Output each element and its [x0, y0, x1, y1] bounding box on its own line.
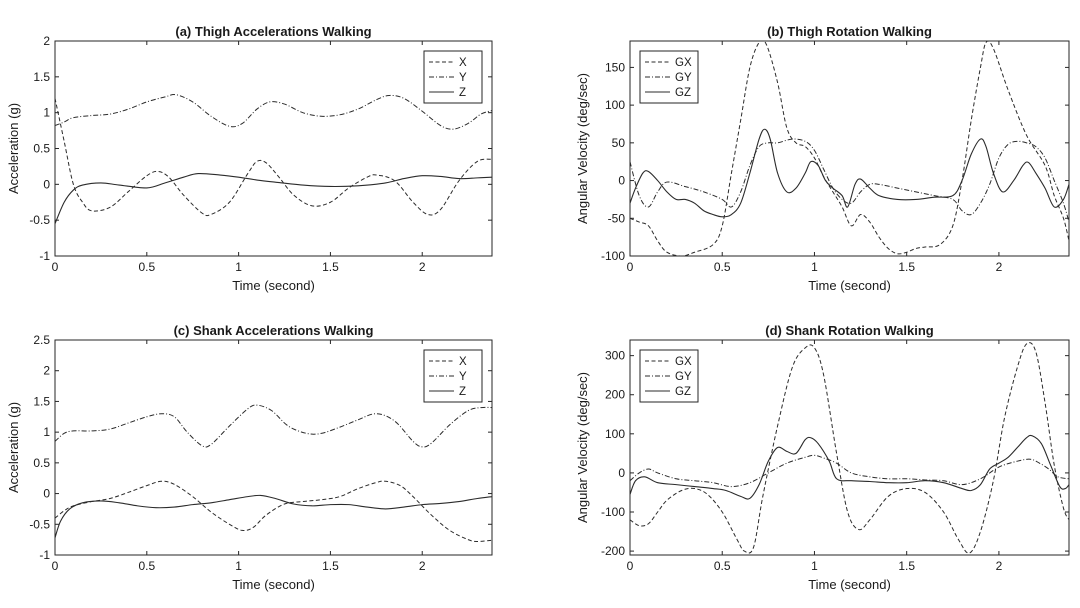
chart-panel-d: (d) Shank Rotation Walking 0 0.5 1 1.5 2 -200 -…: [575, 323, 1070, 592]
y-tick-label: -200: [601, 544, 625, 558]
series-line-z: [55, 494, 492, 538]
y-tick-label: 2.5: [33, 333, 50, 347]
x-tick-label: 0: [627, 260, 634, 274]
x-tick-label: 2: [419, 260, 426, 274]
series-line-gx: [630, 342, 1069, 554]
legend-label-gy: GY: [675, 371, 692, 383]
y-axis-label: Acceleration (g): [6, 103, 21, 194]
x-tick-label: 1: [811, 260, 818, 274]
x-tick-label: 1: [235, 260, 242, 274]
series-line-gy: [630, 138, 1069, 223]
series-line-z: [55, 172, 492, 224]
y-tick-label: 50: [612, 136, 626, 150]
x-tick-label: 0: [627, 559, 634, 573]
series-lines: [630, 342, 1069, 554]
chart-panel-b: (b) Thigh Rotation Walking 0 0.5 1 1.5 2 -100 -…: [575, 24, 1070, 293]
series-line-gz: [630, 128, 1069, 218]
y-tick-label: 2: [43, 364, 50, 378]
y-tick-label: 1.5: [33, 394, 50, 408]
y-tick-label: -0.5: [29, 517, 50, 531]
y-axis-label: Angular Velocity (deg/sec): [575, 73, 590, 224]
legend-label-gz: GZ: [675, 87, 691, 99]
plot-area-frame: [629, 339, 1070, 556]
x-axis-label: Time (second): [808, 278, 891, 293]
x-axis-label: Time (second): [232, 278, 315, 293]
chart-title: (b) Thigh Rotation Walking: [767, 24, 932, 39]
legend-label-x: X: [459, 57, 467, 69]
series-line-x: [55, 480, 492, 542]
series-line-y: [55, 404, 492, 448]
x-tick-label: 0.5: [138, 559, 155, 573]
y-tick-label: 300: [605, 349, 625, 363]
x-tick-label: 1: [235, 559, 242, 573]
y-tick-label: 1: [43, 425, 50, 439]
x-tick-label: 1.5: [898, 260, 915, 274]
y-tick-label: 0: [618, 174, 625, 188]
chart-panel-c: (c) Shank Accelerations Walking 0 0.5 1 1.5 2…: [6, 323, 493, 592]
y-tick-label: 0: [618, 466, 625, 480]
y-tick-label: -100: [601, 249, 625, 263]
y-tick-label: 0: [43, 487, 50, 501]
y-tick-label: -1: [39, 548, 50, 562]
legend-label-gy: GY: [675, 72, 692, 84]
x-tick-label: 2: [996, 559, 1003, 573]
x-tick-label: 1.5: [322, 260, 339, 274]
x-tick-label: 0: [52, 260, 59, 274]
y-tick-label: -0.5: [29, 213, 50, 227]
x-tick-label: 2: [996, 260, 1003, 274]
y-tick-label: 0.5: [33, 142, 50, 156]
y-tick-label: 100: [605, 98, 625, 112]
y-tick-label: 0: [43, 177, 50, 191]
x-tick-label: 2: [419, 559, 426, 573]
y-axis-label: Acceleration (g): [6, 402, 21, 493]
series-line-gz: [630, 434, 1069, 500]
chart-title: (c) Shank Accelerations Walking: [174, 323, 374, 338]
y-tick-label: 2: [43, 34, 50, 48]
series-line-x: [55, 98, 492, 217]
series-lines: [55, 404, 492, 542]
y-tick-label: 200: [605, 388, 625, 402]
y-tick-label: 0.5: [33, 456, 50, 470]
series-lines: [55, 94, 492, 224]
chart-title: (a) Thigh Accelerations Walking: [175, 24, 371, 39]
x-tick-label: 1.5: [898, 559, 915, 573]
x-axis-label: Time (second): [808, 577, 891, 592]
chart-panel-a: (a) Thigh Accelerations Walking 0 0.5 1 1.5 2…: [6, 24, 493, 293]
legend-label-z: Z: [459, 386, 466, 398]
legend-label-x: X: [459, 356, 467, 368]
plot-area-frame: [629, 40, 1070, 257]
y-tick-label: 100: [605, 427, 625, 441]
legend: GX GY GZ: [639, 50, 699, 104]
x-tick-label: 1.5: [322, 559, 339, 573]
x-tick-label: 0.5: [138, 260, 155, 274]
legend: GX GY GZ: [639, 349, 699, 403]
y-tick-label: 1.5: [33, 70, 50, 84]
series-line-y: [55, 94, 492, 130]
legend-label-y: Y: [459, 371, 467, 383]
plot-area-frame: [54, 339, 493, 556]
legend: XYZ: [423, 349, 483, 403]
legend-label-gx: GX: [675, 57, 692, 69]
y-tick-label: -100: [601, 505, 625, 519]
x-tick-label: 0.5: [714, 260, 731, 274]
legend-label-z: Z: [459, 87, 466, 99]
legend-label-y: Y: [459, 72, 467, 84]
chart-title: (d) Shank Rotation Walking: [765, 323, 934, 338]
y-axis-label: Angular Velocity (deg/sec): [575, 372, 590, 523]
legend: XYZ: [423, 50, 483, 104]
x-tick-label: 0: [52, 559, 59, 573]
y-tick-label: -1: [39, 249, 50, 263]
series-lines: [630, 41, 1069, 256]
y-tick-label: 150: [605, 60, 625, 74]
x-axis-label: Time (second): [232, 577, 315, 592]
series-line-gy: [630, 454, 1069, 488]
y-tick-label: -50: [608, 211, 626, 225]
x-tick-label: 0.5: [714, 559, 731, 573]
y-tick-label: 1: [43, 106, 50, 120]
legend-label-gz: GZ: [675, 386, 691, 398]
x-tick-label: 1: [811, 559, 818, 573]
legend-label-gx: GX: [675, 356, 692, 368]
